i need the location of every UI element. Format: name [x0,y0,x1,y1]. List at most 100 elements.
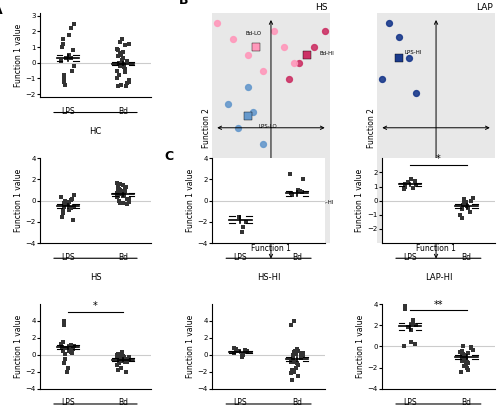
Point [114,351,122,357]
Point [59,339,67,346]
Point [288,356,296,362]
Point [464,360,472,367]
Point [120,188,128,194]
Point [294,362,302,368]
Point [214,20,222,26]
Point [458,347,466,354]
Point [392,194,400,201]
Y-axis label: Function 2: Function 2 [366,108,376,148]
Point [124,356,132,362]
Point [116,180,124,187]
Point [287,190,295,196]
Point [116,189,124,196]
Point [60,75,68,82]
Point [65,207,73,214]
Point [320,28,328,34]
Point [119,181,127,188]
Point [300,176,308,183]
Point [124,357,132,364]
Point [300,205,308,212]
Text: Bd-LO: Bd-LO [464,222,480,227]
Point [70,343,78,350]
Point [285,76,293,83]
Point [65,199,73,205]
Point [252,44,260,51]
Point [410,320,418,326]
Point [122,66,130,72]
Point [462,208,470,215]
Text: Bd-LO: Bd-LO [245,31,261,36]
Point [68,346,76,352]
Point [458,214,466,221]
Point [462,215,470,222]
Point [242,347,250,353]
Point [408,327,416,334]
Point [120,190,128,196]
Point [113,352,121,358]
Point [116,187,124,194]
Point [115,360,123,367]
Point [61,351,69,357]
Point [70,63,78,69]
Point [288,191,296,198]
Point [60,204,68,210]
Point [260,68,268,75]
Point [118,189,126,196]
Point [232,348,239,355]
Point [400,186,408,193]
Point [67,25,75,32]
Y-axis label: Function 1 value: Function 1 value [14,315,23,378]
Point [395,33,403,40]
Point [116,39,124,46]
Point [120,353,128,360]
Point [116,50,124,57]
Point [124,195,132,202]
Point [290,349,298,356]
Point [459,201,467,208]
Point [412,182,420,189]
Point [297,354,305,361]
Point [385,20,393,26]
Point [290,229,298,236]
Point [118,357,126,364]
Text: *: * [436,154,441,164]
Y-axis label: Function 1 value: Function 1 value [14,23,22,87]
Point [462,199,470,205]
Point [116,364,124,371]
Point [65,51,73,58]
Point [293,360,301,367]
Point [316,181,324,188]
Point [288,353,296,360]
Point [294,187,302,194]
Y-axis label: Function 1 value: Function 1 value [186,169,195,232]
Text: **: ** [434,300,443,309]
Point [124,80,132,87]
Point [124,41,132,47]
Point [286,359,294,366]
Point [402,303,409,309]
Point [293,346,301,352]
Point [118,193,126,200]
Point [62,345,70,352]
Point [306,189,314,196]
Point [120,355,128,362]
Point [68,47,76,54]
Point [64,364,72,371]
Text: A: A [0,4,3,17]
Point [460,196,468,203]
Point [68,217,76,223]
Point [298,350,306,357]
Point [462,356,470,362]
Point [460,363,468,370]
Point [486,201,494,208]
Point [61,82,69,88]
X-axis label: HS: HS [90,273,102,282]
Point [239,352,247,358]
Point [230,345,238,352]
Point [70,342,78,349]
Point [119,48,127,55]
Point [125,354,133,361]
Point [297,355,305,362]
Point [122,184,130,190]
Point [58,194,66,201]
